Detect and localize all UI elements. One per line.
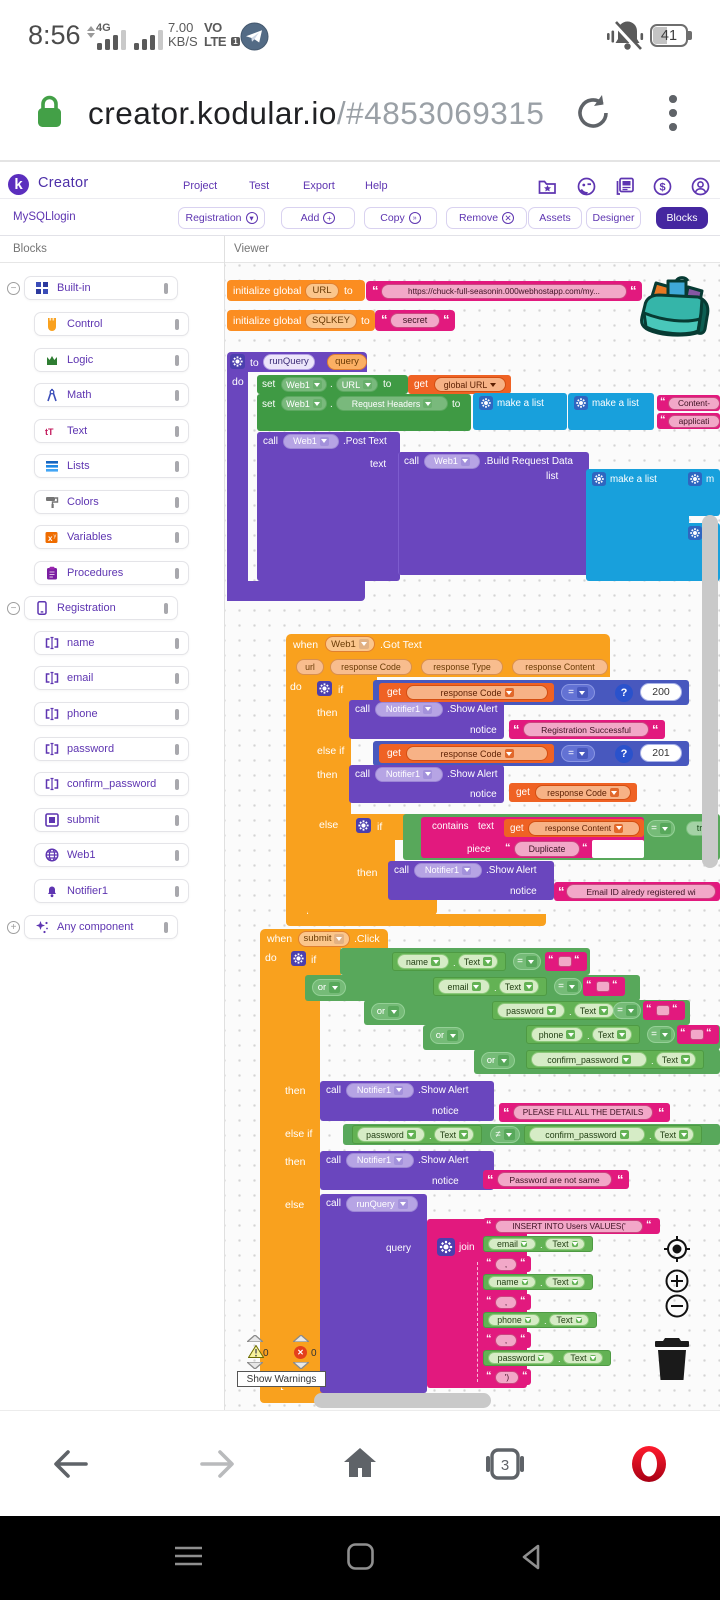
svg-text:y: y (54, 534, 57, 540)
svg-text:tT: tT (45, 427, 54, 437)
svg-text:3: 3 (501, 1457, 509, 1474)
svg-text:$: $ (659, 182, 665, 194)
svg-text:x: x (48, 534, 53, 543)
